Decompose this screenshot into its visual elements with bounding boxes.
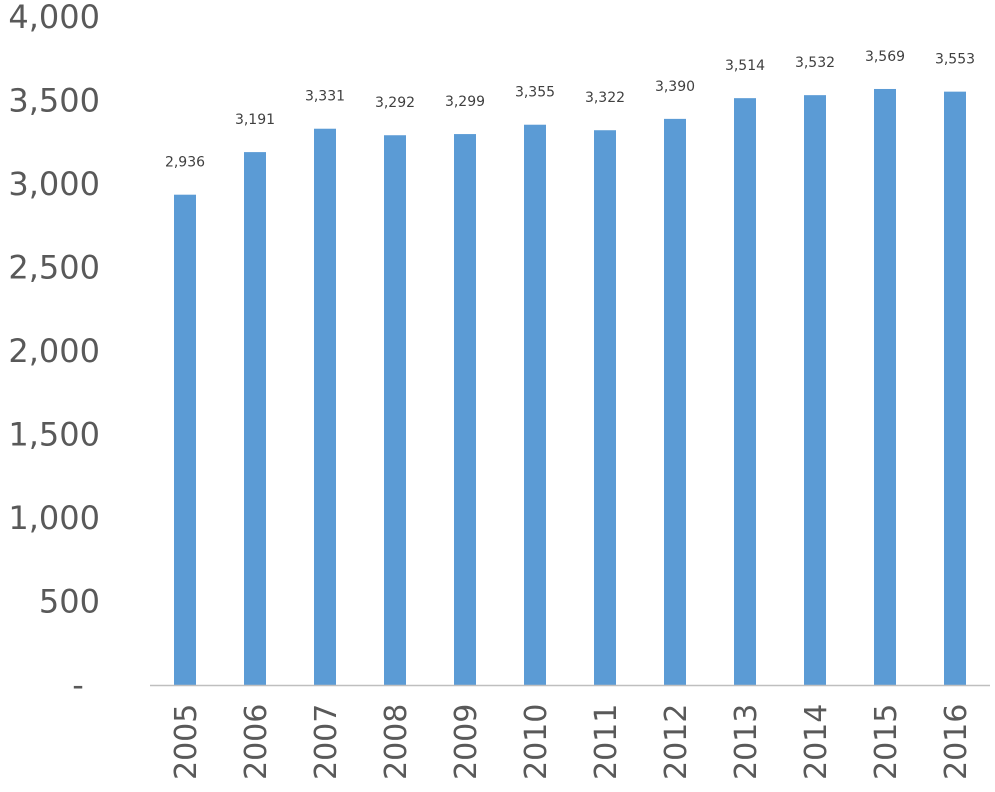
data-label-2016: 3,553 <box>935 52 975 68</box>
bar-2011 <box>594 130 616 685</box>
y-tick-label: 500 <box>39 583 100 621</box>
x-tick-label-2009: 2009 <box>449 704 484 780</box>
x-axis: 2005 2006 2007 2008 2009 2010 2011 2012 2013 2014… <box>169 704 974 780</box>
x-tick-label-2015: 2015 <box>869 704 904 780</box>
y-tick-label: 2,500 <box>8 249 100 287</box>
y-tick-label: 1,500 <box>8 416 100 454</box>
x-tick-label-2007: 2007 <box>309 704 344 780</box>
x-tick-label-2012: 2012 <box>659 704 694 780</box>
y-tick-label: - <box>72 666 84 704</box>
y-tick-label: 3,500 <box>8 82 100 120</box>
bar-2008 <box>384 135 406 686</box>
data-label-2011: 3,322 <box>585 90 625 106</box>
y-tick-label: 2,000 <box>8 332 100 370</box>
bar-2013 <box>734 98 756 686</box>
data-label-2006: 3,191 <box>235 112 275 128</box>
data-label-2008: 3,292 <box>375 95 415 111</box>
x-tick-label-2014: 2014 <box>799 704 834 780</box>
y-tick-label: 4,000 <box>8 0 100 36</box>
bars <box>174 88 966 686</box>
data-label-2013: 3,514 <box>725 58 765 74</box>
bar-2009 <box>454 134 476 685</box>
data-label-2015: 3,569 <box>865 49 905 65</box>
data-label-2014: 3,532 <box>795 55 835 71</box>
y-tick-label: 1,000 <box>8 499 100 537</box>
bar-2006 <box>244 152 266 685</box>
data-label-2010: 3,355 <box>515 85 555 101</box>
bar-2005 <box>174 194 196 686</box>
x-tick-label-2013: 2013 <box>729 704 764 780</box>
data-label-2012: 3,390 <box>655 79 695 95</box>
x-tick-label-2006: 2006 <box>239 704 274 780</box>
data-label-2007: 3,331 <box>305 89 345 105</box>
bar-2010 <box>524 124 546 686</box>
bar-2007 <box>314 128 336 685</box>
data-label-2005: 2,936 <box>165 155 205 171</box>
bar-2016 <box>944 91 966 686</box>
bar-2015 <box>874 88 896 686</box>
y-tick-label: 3,000 <box>8 165 100 203</box>
data-labels: 2,936 3,191 3,331 3,292 3,299 3,355 3,322 3,390… <box>165 49 975 171</box>
x-tick-label-2010: 2010 <box>519 704 554 780</box>
x-tick-label-2008: 2008 <box>379 704 414 780</box>
x-tick-label-2005: 2005 <box>169 704 204 780</box>
data-label-2009: 3,299 <box>445 94 485 110</box>
y-axis: - 500 1,000 1,500 2,000 2,500 3,000 3,500 4,000 <box>8 0 100 704</box>
x-tick-label-2011: 2011 <box>589 704 624 780</box>
x-tick-label-2016: 2016 <box>939 704 974 780</box>
bar-2012 <box>664 118 686 686</box>
bar-2014 <box>804 95 826 685</box>
